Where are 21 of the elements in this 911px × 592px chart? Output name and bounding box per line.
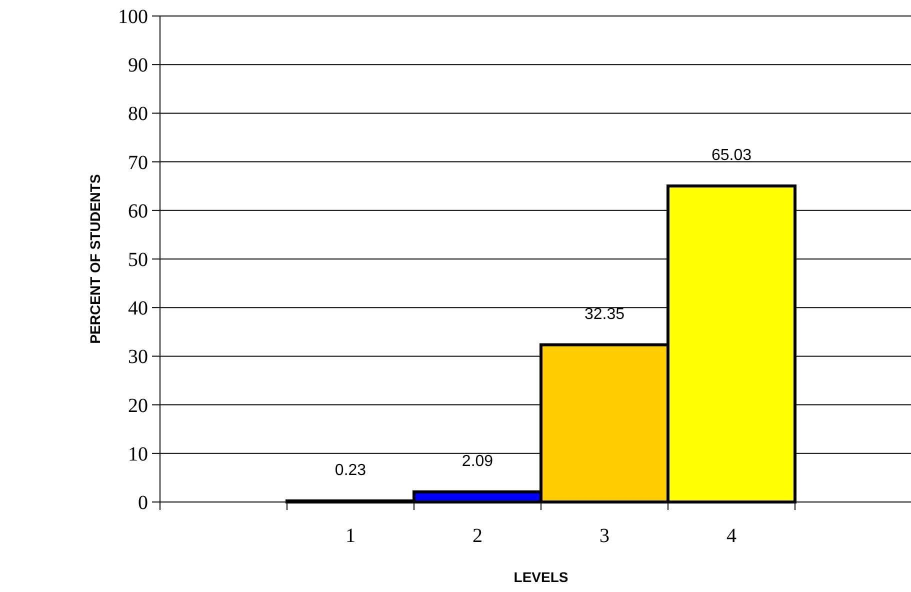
y-tick-label: 10 [128, 443, 148, 466]
y-tick-label: 90 [128, 54, 148, 77]
y-tick-label: 20 [128, 394, 148, 417]
x-tick-label: 4 [726, 525, 736, 547]
x-tick-label: 1 [346, 525, 356, 547]
y-axis-title: PERCENT OF STUDENTS [87, 174, 103, 344]
data-label: 32.35 [584, 306, 625, 323]
y-tick-label: 80 [128, 103, 148, 126]
y-tick-label: 70 [128, 152, 148, 174]
y-tick-label: 60 [128, 200, 148, 222]
y-tick-label: 100 [118, 6, 148, 28]
y-tick-label: 50 [128, 249, 148, 271]
y-tick-label: 40 [128, 298, 148, 320]
x-tick-label: 2 [472, 525, 482, 547]
y-tick-label: 0 [138, 492, 148, 514]
y-tick-label: 30 [128, 346, 148, 368]
x-tick-label: 3 [600, 525, 610, 547]
data-label: 2.09 [462, 452, 494, 470]
data-label: 65.03 [711, 146, 752, 164]
x-axis-title: LEVELS [514, 569, 568, 585]
data-label: 0.23 [334, 462, 366, 479]
